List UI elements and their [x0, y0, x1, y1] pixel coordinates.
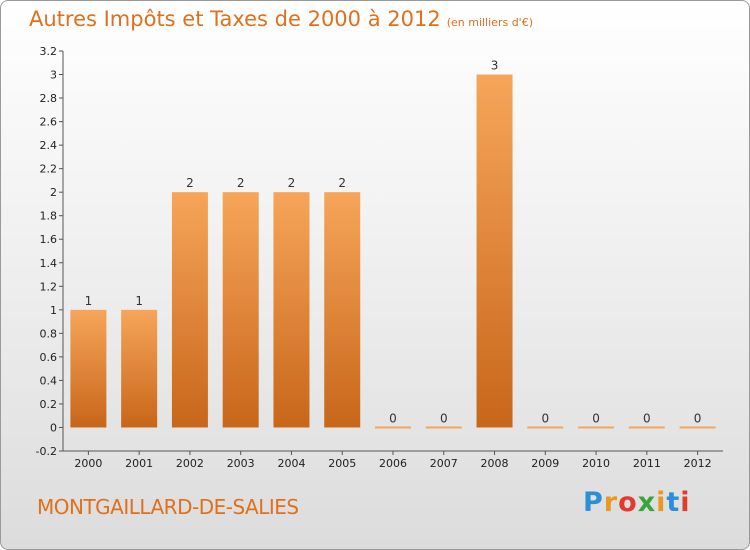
y-tick-label: 0.4 — [40, 374, 58, 387]
y-tick-label: -0.2 — [36, 445, 57, 458]
data-label-2001: 1 — [135, 294, 143, 308]
data-label-2011: 0 — [643, 411, 651, 425]
data-label-2002: 2 — [186, 176, 194, 190]
bar-2007 — [425, 426, 462, 429]
x-tick-label-2011: 2011 — [633, 457, 661, 470]
data-label-2008: 3 — [491, 59, 499, 73]
data-label-2009: 0 — [541, 411, 549, 425]
bars: 1 1 2 2 2 2 0 0 3 0 0 0 0 — [70, 59, 716, 429]
bar-2011 — [628, 426, 665, 429]
y-tick-label: 1.4 — [40, 257, 58, 270]
bar-2006 — [375, 426, 411, 429]
logo-letter: i — [656, 487, 667, 518]
x-tick-label-2012: 2012 — [684, 457, 712, 470]
bar-2008 — [476, 74, 513, 428]
x-tick-label-2009: 2009 — [531, 457, 559, 470]
y-tick-label: 2.8 — [40, 92, 58, 105]
bar-2010 — [578, 426, 615, 429]
data-label-2007: 0 — [440, 411, 448, 425]
data-label-2000: 1 — [85, 294, 93, 308]
x-tick-label-2003: 2003 — [227, 457, 255, 470]
data-label-2004: 2 — [288, 176, 296, 190]
y-tick-label: 2.6 — [40, 116, 58, 129]
y-tick-label: 0 — [50, 421, 57, 434]
y-tick-label: 1.6 — [40, 233, 58, 246]
y-tick-label: 0.2 — [40, 398, 58, 411]
commune-name: MONTGAILLARD-DE-SALIES — [37, 495, 299, 519]
title-unit: (en milliers d'€) — [446, 16, 533, 29]
data-label-2003: 2 — [237, 176, 245, 190]
y-tick-label: 0.6 — [40, 351, 58, 364]
y-tick-label: 1.2 — [40, 280, 58, 293]
x-tick-label-2000: 2000 — [74, 457, 102, 470]
bar-2004 — [273, 192, 310, 428]
logo-letter: o — [618, 487, 638, 518]
data-label-2005: 2 — [338, 176, 346, 190]
logo-letter: x — [637, 487, 657, 518]
data-label-2010: 0 — [592, 411, 600, 425]
bar-2005 — [324, 192, 361, 428]
y-tick-label: 0.8 — [40, 327, 58, 340]
bar-2009 — [527, 426, 564, 429]
bar-2003 — [222, 192, 259, 428]
axes: -0.2 0 0.2 0.4 0.6 0.8 1 1.2 1.4 1.6 1.8 2 2.2 2.4 2.6… — [36, 45, 723, 470]
y-tick-label: 2.4 — [40, 139, 58, 152]
data-label-2012: 0 — [694, 411, 702, 425]
bar-2001 — [121, 309, 158, 428]
y-tick-label: 1 — [50, 304, 57, 317]
y-tick-label: 1.8 — [40, 210, 58, 223]
x-tick-label-2005: 2005 — [328, 457, 356, 470]
bar-2002 — [171, 192, 208, 428]
bar-2012 — [679, 426, 716, 429]
x-tick-label-2010: 2010 — [582, 457, 610, 470]
y-tick-label: 3.2 — [40, 45, 58, 58]
x-tick-label-2006: 2006 — [379, 457, 407, 470]
logo-letter: i — [680, 487, 691, 518]
title-text: Autres Impôts et Taxes de 2000 à 2012 — [29, 7, 441, 31]
proxiti-logo: Proxiti — [583, 487, 691, 518]
y-tick-label: 3 — [50, 69, 57, 82]
x-tick-label-2002: 2002 — [176, 457, 204, 470]
y-tick-label: 2 — [50, 186, 57, 199]
logo-letter: r — [603, 487, 619, 518]
x-tick-label-2007: 2007 — [430, 457, 458, 470]
logo-letter: P — [583, 487, 604, 518]
x-tick-label-2004: 2004 — [277, 457, 305, 470]
logo-letter: t — [666, 487, 681, 518]
x-tick-label-2008: 2008 — [481, 457, 509, 470]
data-label-2006: 0 — [389, 411, 397, 425]
y-tick-label: 2.2 — [40, 163, 58, 176]
x-tick-label-2001: 2001 — [125, 457, 153, 470]
chart-title: Autres Impôts et Taxes de 2000 à 2012 (en… — [29, 7, 533, 31]
bar-2000 — [70, 309, 107, 428]
